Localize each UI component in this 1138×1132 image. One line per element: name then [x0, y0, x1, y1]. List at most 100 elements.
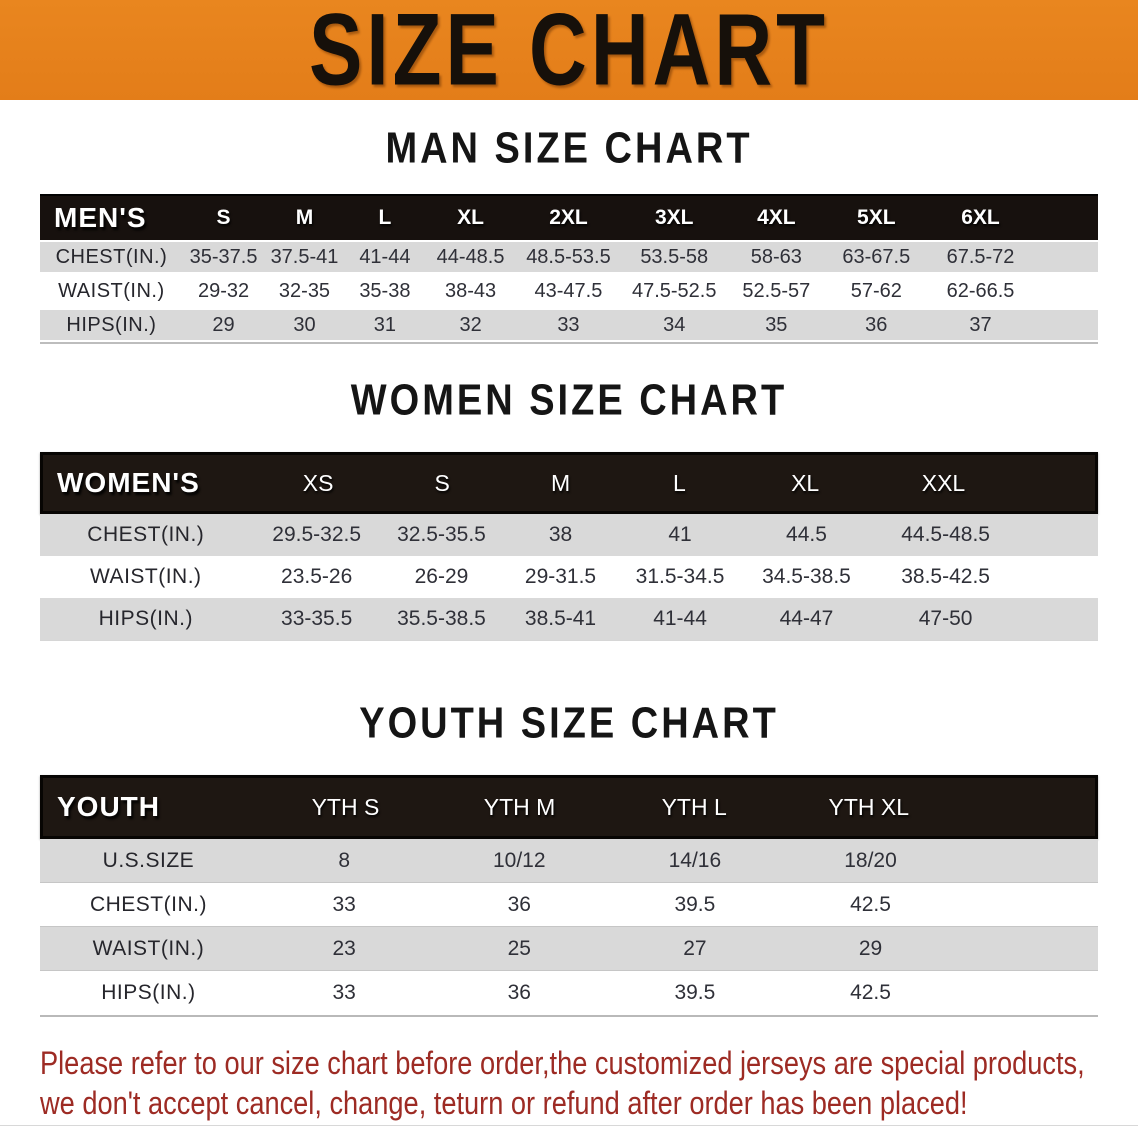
- row-label: HIPS(IN.): [98, 607, 193, 630]
- size-column-header-m: M: [295, 206, 314, 229]
- women-measurement-row: CHEST(IN.) 29.5-32.5 32.5-35.5 38 41 44.5 44.5…: [40, 514, 1098, 556]
- men-size-table: MEN'S S M L XL 2XL 3XL 4XL 5XL 6XL CHEST(IN.) 35-37…: [40, 194, 1098, 344]
- men-section-title-wrap: MAN SIZE CHART: [0, 124, 1138, 178]
- size-column-header-yth-m: YTH M: [483, 793, 556, 820]
- measurement-value: 38: [548, 523, 573, 546]
- header-spacer: [1033, 196, 1098, 240]
- row-spacer: [958, 971, 1098, 1015]
- measurement-value: 35: [765, 313, 788, 336]
- measurement-value: 44-48.5: [436, 245, 505, 268]
- measurement-value: 34.5-38.5: [762, 565, 851, 588]
- disclaimer-line1: Please refer to our size chart before or…: [40, 1045, 1085, 1081]
- size-column-header-yth-l: YTH L: [661, 793, 727, 820]
- row-spacer: [1033, 310, 1098, 340]
- measurement-value: 38.5-41: [524, 607, 597, 630]
- men-measurement-row: CHEST(IN.) 35-37.5 37.5-41 41-44 44-48.5 48.5…: [40, 240, 1098, 274]
- header-spacer: [956, 778, 1095, 836]
- measurement-value: 29-31.5: [524, 565, 597, 588]
- measurement-value: 53.5-58: [640, 245, 709, 268]
- measurement-value: 32-35: [278, 279, 331, 302]
- measurement-value: 26-29: [414, 565, 469, 588]
- youth-table-header-row: YOUTH YTH S YTH M YTH L YTH XL: [40, 775, 1098, 839]
- disclaimer-line2: we don't accept cancel, change, teturn o…: [40, 1085, 968, 1121]
- measurement-value: 62-66.5: [946, 279, 1015, 302]
- youth-measurement-row: U.S.SIZE 8 10/12 14/16 18/20: [40, 839, 1098, 883]
- measurement-value: 47.5-52.5: [631, 279, 717, 302]
- measurement-value: 29: [858, 936, 883, 960]
- measurement-value: 35-38: [359, 279, 411, 302]
- youth-measurement-row: HIPS(IN.) 33 36 39.5 42.5: [40, 971, 1098, 1015]
- measurement-value: 18/20: [844, 848, 897, 872]
- men-table-header-row: MEN'S S M L XL 2XL 3XL 4XL 5XL 6XL: [40, 194, 1098, 240]
- men-section-title: MAN SIZE CHART: [385, 124, 753, 173]
- measurement-value: 32: [459, 313, 482, 336]
- measurement-value: 58-63: [750, 245, 802, 268]
- size-column-header-6xl: 6XL: [961, 206, 1000, 229]
- measurement-value: 36: [865, 313, 888, 336]
- measurement-value: 29-32: [197, 279, 250, 302]
- women-section-title-wrap: WOMEN SIZE CHART: [0, 377, 1138, 430]
- men-corner-label: MEN'S: [54, 202, 147, 233]
- measurement-value: 34: [663, 313, 686, 336]
- row-label: HIPS(IN.): [66, 313, 157, 336]
- measurement-value: 37: [969, 313, 992, 336]
- size-column-header-yth-s: YTH S: [311, 793, 380, 820]
- measurement-value: 41-44: [653, 607, 707, 630]
- size-chart-banner: SIZE CHART: [0, 0, 1138, 100]
- row-label: HIPS(IN.): [101, 981, 196, 1004]
- row-label: CHEST(IN.): [55, 245, 168, 268]
- size-column-header-yth-xl: YTH XL: [828, 793, 910, 820]
- measurement-value: 63-67.5: [842, 245, 911, 268]
- disclaimer: Please refer to our size chart before or…: [40, 1043, 1138, 1123]
- women-table-header-row: WOMEN'S XS S M L XL XXL: [40, 452, 1098, 514]
- measurement-value: 67.5-72: [946, 245, 1015, 268]
- men-section: MAN SIZE CHART MEN'S S M L XL 2XL 3XL 4XL 5XL 6XL…: [0, 124, 1138, 344]
- measurement-value: 35.5-38.5: [397, 607, 486, 630]
- measurement-value: 30: [293, 313, 316, 336]
- youth-size-table: YOUTH YTH S YTH M YTH L YTH XL U.S.SIZE 8 10/12…: [40, 775, 1098, 1017]
- measurement-value: 35-37.5: [189, 245, 258, 268]
- youth-measurement-row: WAIST(IN.) 23 25 27 29: [40, 927, 1098, 971]
- size-column-header-xl: XL: [791, 469, 820, 496]
- size-column-header-2xl: 2XL: [549, 206, 588, 229]
- women-section: WOMEN SIZE CHART WOMEN'S XS S M L XL XXL CHEST(…: [0, 377, 1138, 641]
- disclaimer-row-2: we don't accept cancel, change, teturn o…: [40, 1083, 1138, 1123]
- row-label: WAIST(IN.): [92, 936, 205, 960]
- measurement-value: 29: [212, 313, 235, 336]
- measurement-value: 33-35.5: [281, 607, 353, 630]
- image-bottom-edge: [0, 1125, 1138, 1126]
- measurement-value: 36: [507, 892, 531, 916]
- size-column-header-s: S: [434, 469, 450, 496]
- measurement-value: 23: [332, 936, 356, 960]
- size-column-header-3xl: 3XL: [654, 206, 694, 229]
- measurement-value: 48.5-53.5: [526, 245, 611, 268]
- youth-section-title-wrap: YOUTH SIZE CHART: [0, 700, 1138, 753]
- measurement-value: 38.5-42.5: [901, 565, 990, 588]
- size-column-header-xxl: XXL: [921, 469, 966, 496]
- row-spacer: [958, 839, 1098, 882]
- row-spacer: [1033, 274, 1098, 308]
- header-spacer: [1016, 455, 1095, 511]
- measurement-value: 43-47.5: [534, 279, 603, 302]
- measurement-value: 38-43: [445, 279, 497, 302]
- women-measurement-row: HIPS(IN.) 33-35.5 35.5-38.5 38.5-41 41-44 44-…: [40, 598, 1098, 640]
- youth-section: YOUTH SIZE CHART YOUTH YTH S YTH M YTH L YTH…: [0, 700, 1138, 1017]
- row-spacer: [1019, 556, 1098, 598]
- measurement-value: 33: [332, 981, 356, 1004]
- measurement-value: 39.5: [674, 981, 716, 1004]
- row-label: WAIST(IN.): [90, 565, 202, 588]
- size-column-header-4xl: 4XL: [757, 206, 796, 229]
- size-column-header-l: L: [673, 469, 686, 496]
- measurement-value: 27: [683, 936, 707, 960]
- row-label: CHEST(IN.): [89, 892, 207, 916]
- measurement-value: 33: [332, 892, 356, 916]
- measurement-value: 52.5-57: [742, 279, 811, 302]
- row-spacer: [958, 883, 1098, 926]
- row-label: CHEST(IN.): [87, 523, 205, 546]
- measurement-value: 33: [557, 313, 580, 336]
- measurement-value: 44.5: [786, 523, 827, 546]
- men-measurement-row: WAIST(IN.) 29-32 32-35 35-38 38-43 43-47.5 47.…: [40, 274, 1098, 308]
- women-measurement-row: WAIST(IN.) 23.5-26 26-29 29-31.5 31.5-34.5 34…: [40, 556, 1098, 598]
- measurement-value: 42.5: [850, 892, 891, 916]
- measurement-value: 25: [507, 936, 531, 960]
